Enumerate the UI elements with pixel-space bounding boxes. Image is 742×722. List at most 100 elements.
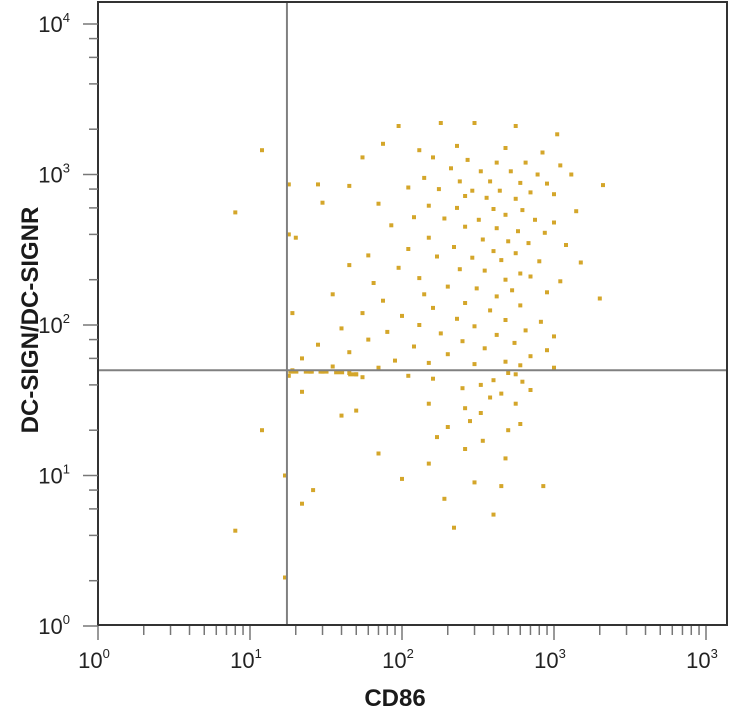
event-dot [528, 388, 533, 392]
event-dots [233, 121, 605, 580]
event-dot [463, 301, 468, 305]
event-dot [366, 337, 371, 342]
event-dot [503, 318, 508, 322]
event-dot [455, 205, 459, 210]
event-dot [555, 132, 560, 137]
event-dot [286, 232, 291, 237]
event-dot [552, 334, 556, 339]
event-dot [523, 160, 528, 165]
event-dot [491, 378, 496, 383]
event-dot [376, 365, 381, 370]
event-dot [330, 364, 335, 369]
event-dot [442, 496, 447, 501]
event-dot [478, 169, 483, 174]
event-dot [574, 209, 579, 214]
y-tick-label: 103 [38, 161, 70, 188]
event-dot [360, 155, 365, 160]
event-dot [318, 369, 329, 374]
event-dot [540, 150, 545, 155]
x-tick-label: 100 [78, 646, 110, 673]
event-dot [393, 358, 397, 363]
event-dot [286, 373, 291, 378]
event-dot [354, 408, 359, 413]
event-dot [480, 438, 485, 443]
event-dot [347, 263, 352, 268]
event-dot [545, 181, 549, 186]
event-dot [484, 195, 489, 200]
event-dot [494, 226, 499, 231]
y-tick-label: 104 [38, 10, 70, 37]
event-dot [300, 501, 304, 506]
x-axis-ticks [97, 626, 707, 640]
event-dot [558, 279, 563, 284]
event-dot [426, 401, 431, 406]
y-axis-ticks [83, 23, 98, 627]
event-dot [513, 196, 518, 201]
event-dot [474, 286, 479, 291]
event-dot [478, 411, 483, 415]
event-dot [552, 192, 556, 197]
event-dot [422, 175, 427, 180]
event-dot [460, 386, 465, 391]
event-dot [482, 346, 487, 351]
event-dot [488, 179, 493, 184]
x-tick-label: 103 [534, 646, 566, 673]
event-dot [422, 292, 427, 297]
event-dot [431, 155, 435, 160]
event-dot [512, 340, 517, 345]
event-dot [286, 182, 291, 187]
x-tick-label: 101 [230, 646, 262, 673]
y-axis-title: DC-SIGN/DC-SIGNR [17, 207, 44, 434]
event-dot [542, 230, 547, 235]
event-dot [597, 296, 602, 301]
event-dot [334, 370, 345, 375]
event-dot [400, 313, 404, 318]
event-dot [513, 124, 518, 128]
event-dot [578, 260, 583, 265]
event-dot [445, 425, 450, 429]
event-dot [564, 243, 568, 247]
event-dot [396, 265, 401, 270]
event-dot [520, 379, 525, 384]
event-dot [426, 235, 431, 240]
event-dot [494, 332, 499, 337]
event-dot [472, 362, 477, 367]
x-tick-label: 103 [686, 646, 718, 673]
event-dot [233, 528, 238, 533]
event-dot [520, 208, 525, 213]
event-dot [426, 360, 431, 365]
event-dot [412, 215, 416, 220]
event-dot [545, 348, 549, 353]
event-dot [449, 166, 453, 171]
event-dot [503, 456, 508, 461]
event-dot [290, 311, 295, 316]
event-dot [478, 382, 483, 387]
event-dot [435, 254, 439, 259]
event-dot [533, 217, 537, 222]
event-dot [406, 247, 411, 251]
event-dot [300, 389, 304, 394]
event-dot [545, 290, 549, 295]
event-dot [513, 251, 518, 256]
event-dot [435, 435, 439, 440]
event-dot [233, 210, 238, 215]
event-dot [558, 163, 563, 168]
event-dot [513, 401, 518, 406]
event-dot [463, 224, 468, 229]
event-dot [494, 294, 499, 299]
event-dot [538, 319, 543, 324]
event-dot [518, 422, 523, 426]
event-dot [468, 419, 472, 424]
event-dot [528, 274, 533, 279]
event-dot [406, 185, 411, 190]
event-dot [518, 303, 523, 308]
event-dot [431, 305, 435, 310]
event-dot [389, 223, 394, 228]
event-dot [260, 428, 264, 433]
x-axis-tick-labels: 100 101 102 103 103 [78, 646, 718, 673]
event-dot [452, 525, 456, 530]
event-dot [491, 512, 496, 517]
event-dot [381, 141, 385, 146]
event-dot [472, 324, 477, 329]
